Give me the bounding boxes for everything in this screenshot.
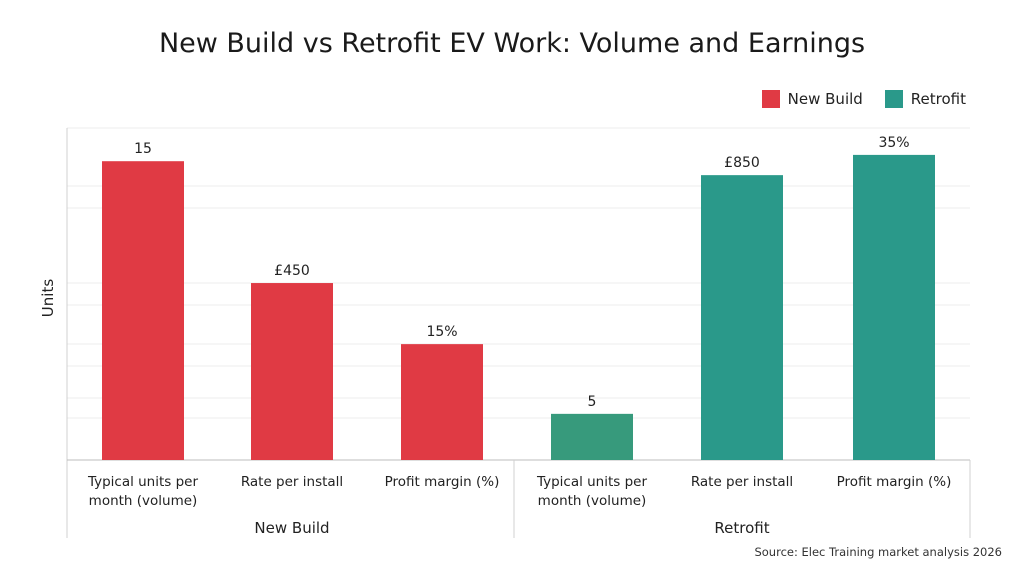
- source-note: Source: Elec Training market analysis 20…: [754, 545, 1002, 559]
- data-label: 35%: [878, 135, 909, 151]
- y-axis-label: Units: [39, 279, 57, 318]
- legend-label: Retrofit: [910, 90, 966, 108]
- x-tick-label: Typical units per: [536, 474, 648, 490]
- data-label: 15: [134, 141, 152, 157]
- x-tick-label: Rate per install: [691, 474, 793, 490]
- legend-item-retrofit: Retrofit: [884, 90, 966, 108]
- x-tick-label: Typical units per: [87, 474, 199, 490]
- bar-new-build: [102, 161, 184, 460]
- bar-new-build: [251, 283, 333, 460]
- legend-swatch: [761, 90, 780, 108]
- x-tick-label: month (volume): [538, 493, 647, 509]
- group-label: New Build: [254, 519, 329, 537]
- chart-title: New Build vs Retrofit EV Work: Volume an…: [158, 28, 866, 59]
- legend-label: New Build: [787, 90, 863, 108]
- x-tick-label: Profit margin (%): [385, 474, 500, 490]
- group-label: Retrofit: [714, 519, 769, 537]
- legend: New Build Retrofit: [761, 90, 966, 108]
- data-label: 15%: [426, 324, 457, 340]
- x-tick-label: month (volume): [89, 493, 198, 509]
- legend-swatch: [884, 90, 903, 108]
- x-tick-label: Rate per install: [241, 474, 343, 490]
- legend-item-new-build: New Build: [761, 90, 863, 108]
- data-label: £450: [274, 263, 310, 279]
- bar-new-build: [401, 344, 483, 460]
- x-tick-label: Profit margin (%): [837, 474, 952, 490]
- data-label: £850: [724, 155, 760, 171]
- bar-retrofit: [701, 175, 783, 461]
- bar-retrofit: [551, 413, 633, 460]
- data-label: 5: [588, 394, 597, 410]
- bar-retrofit: [853, 154, 935, 460]
